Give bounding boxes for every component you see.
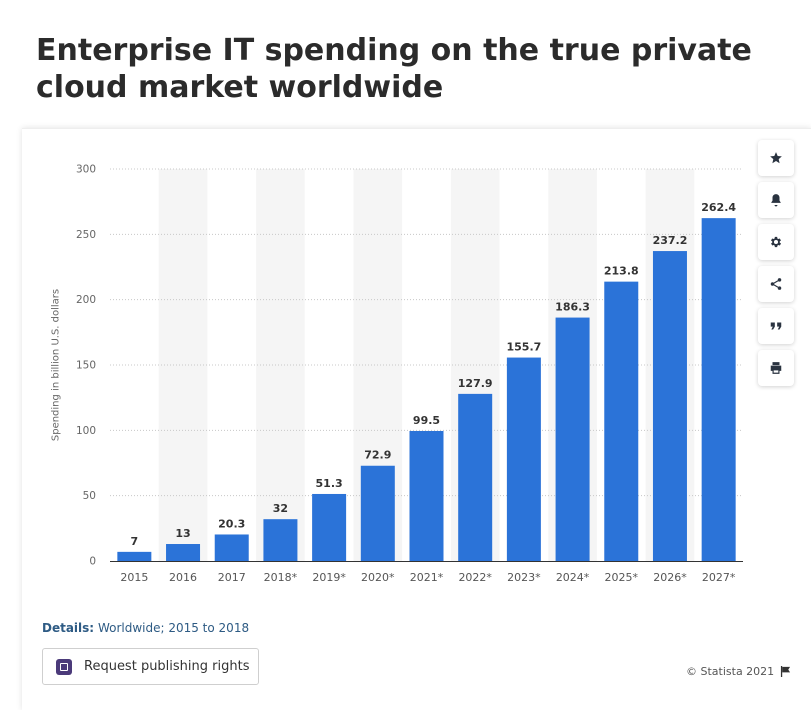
x-tick-label: 2021* (410, 571, 444, 584)
data-label: 213.8 (604, 265, 639, 278)
data-label: 262.4 (701, 201, 736, 214)
print-icon (770, 362, 782, 374)
details-value: Worldwide; 2015 to 2018 (97, 621, 250, 635)
publish-button-label: Request publishing rights (84, 659, 250, 674)
y-tick-label: 0 (89, 556, 96, 568)
x-tick-label: 2018* (264, 571, 298, 584)
share-button[interactable] (758, 266, 794, 302)
x-tick-label: 2017 (218, 571, 246, 584)
background-band (158, 169, 208, 561)
gear-icon (770, 236, 782, 248)
bar (117, 551, 152, 561)
data-label: 237.2 (653, 234, 688, 247)
bar (604, 281, 639, 561)
x-tick-label: 2024* (556, 571, 590, 584)
bar (360, 465, 395, 561)
data-label: 51.3 (316, 477, 343, 490)
x-tick-label: 2023* (507, 571, 541, 584)
data-label: 20.3 (218, 517, 245, 530)
data-label: 72.9 (364, 449, 391, 462)
bar (506, 357, 541, 561)
x-tick-label: 2026* (653, 571, 687, 584)
chart-toolbar (758, 140, 796, 392)
data-label: 13 (175, 527, 190, 540)
data-label: 127.9 (458, 377, 493, 390)
bar (214, 534, 249, 561)
chart-title: Enterprise IT spending on the true priva… (36, 33, 752, 105)
copyright-text: © Statista 2021 (686, 665, 775, 678)
print-button[interactable] (758, 350, 794, 386)
bar (652, 251, 687, 562)
quote-icon (770, 322, 782, 330)
x-tick-label: 2027* (702, 571, 736, 584)
request-publishing-rights-button[interactable]: Request publishing rights (42, 648, 259, 685)
y-tick-label: 300 (76, 164, 96, 176)
x-tick-label: 2016 (169, 571, 197, 584)
x-tick-label: 2022* (458, 571, 492, 584)
bar (555, 317, 590, 561)
y-tick-label: 150 (76, 360, 96, 372)
favorite-button[interactable] (758, 140, 794, 176)
citation-button[interactable] (758, 308, 794, 344)
y-tick-label: 100 (76, 425, 96, 437)
y-tick-label: 200 (76, 294, 96, 306)
bar (166, 544, 201, 561)
bar (701, 218, 736, 561)
details-label: Details: (42, 621, 95, 635)
x-tick-label: 2025* (605, 571, 639, 584)
x-tick-label: 2020* (361, 571, 395, 584)
bar (312, 493, 347, 561)
flag-icon[interactable] (780, 666, 791, 677)
y-tick-label: 250 (76, 229, 96, 241)
x-tick-label: 2019* (312, 571, 346, 584)
notification-button[interactable] (758, 182, 794, 218)
data-label: 32 (273, 502, 288, 515)
bell-icon (771, 194, 781, 207)
publish-icon (56, 658, 72, 675)
copyright-notice: © Statista 2021 (686, 665, 791, 678)
y-axis-label: Spending in billion U.S. dollars (50, 288, 62, 442)
y-tick-label: 50 (83, 490, 96, 502)
star-icon (770, 152, 782, 164)
data-label: 7 (131, 535, 139, 548)
details-text: Details: Worldwide; 2015 to 2018 (42, 621, 249, 635)
settings-button[interactable] (758, 224, 794, 260)
bar (409, 430, 444, 561)
data-label: 99.5 (413, 414, 440, 427)
data-label: 186.3 (555, 301, 590, 314)
bar (458, 393, 493, 561)
x-tick-label: 2015 (120, 571, 148, 584)
data-label: 155.7 (506, 341, 541, 354)
share-icon (770, 278, 782, 290)
bar (263, 519, 298, 561)
